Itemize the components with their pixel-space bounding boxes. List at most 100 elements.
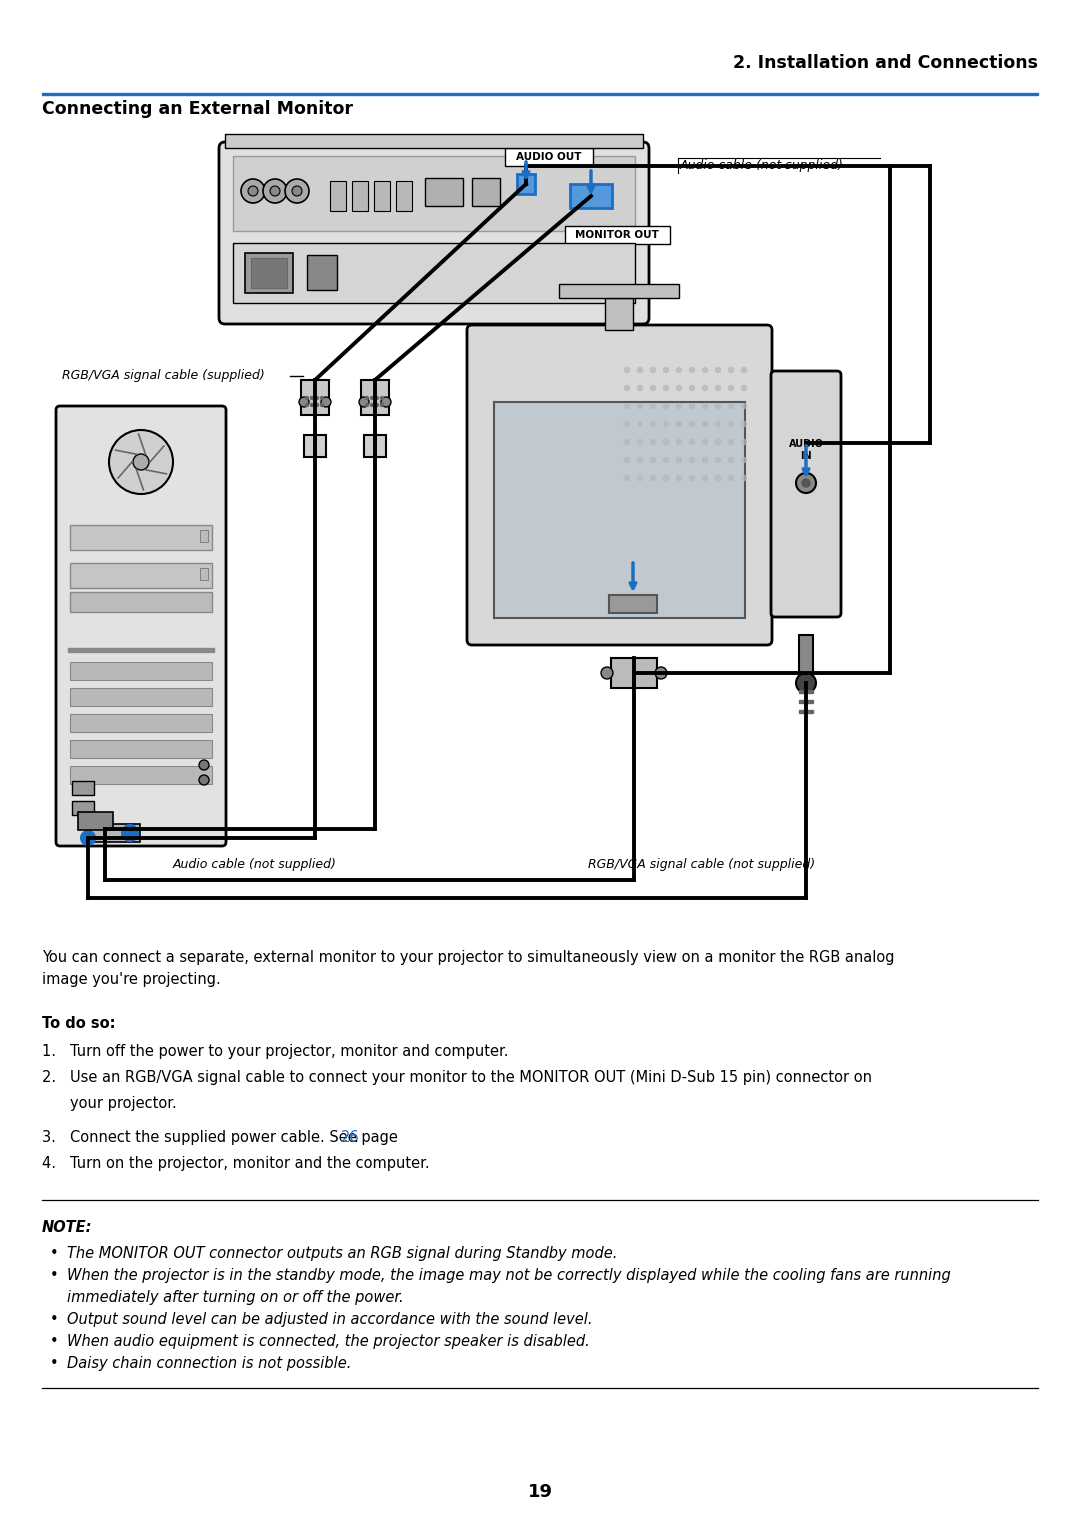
Bar [70,714,212,732]
Bar [611,658,657,688]
Text: •: • [50,1247,58,1260]
Bar [396,182,411,211]
Circle shape [663,458,669,462]
Circle shape [311,397,313,400]
Bar [70,563,212,588]
Text: Connect the supplied power cable. See page: Connect the supplied power cable. See pa… [70,1129,403,1144]
Circle shape [311,403,313,406]
Circle shape [702,458,707,462]
Circle shape [689,439,694,444]
Circle shape [637,403,643,409]
Circle shape [370,403,374,406]
Bar [90,824,140,842]
Bar [42,93,1038,95]
Bar [233,243,635,304]
Circle shape [650,458,656,462]
Bar [68,649,214,652]
Text: Turn on the projector, monitor and the computer.: Turn on the projector, monitor and the c… [70,1157,430,1170]
Circle shape [650,476,656,481]
Circle shape [689,403,694,409]
Circle shape [796,673,816,693]
Bar [609,595,657,613]
Circle shape [270,186,280,195]
Circle shape [133,455,149,470]
Circle shape [742,476,746,481]
Circle shape [81,832,95,845]
Bar [70,525,212,549]
Circle shape [742,421,746,426]
Circle shape [299,397,309,407]
Text: Connecting an External Monitor: Connecting an External Monitor [42,101,353,118]
Circle shape [729,421,733,426]
Circle shape [380,403,383,406]
Text: RGB/VGA signal cable (not supplied): RGB/VGA signal cable (not supplied) [588,858,815,871]
Text: •: • [50,1268,58,1283]
Circle shape [321,403,324,406]
Circle shape [637,458,643,462]
Circle shape [637,476,643,481]
Circle shape [689,421,694,426]
Circle shape [122,826,138,841]
Bar [70,592,212,612]
Circle shape [742,403,746,409]
Circle shape [702,439,707,444]
Circle shape [365,397,368,400]
Circle shape [650,368,656,372]
Circle shape [248,186,258,195]
Circle shape [306,403,309,406]
Text: To do so:: To do so: [42,1016,116,1032]
Bar [426,179,463,206]
Circle shape [637,368,643,372]
Text: Audio cable (not supplied): Audio cable (not supplied) [173,858,337,871]
Bar [225,134,643,148]
Circle shape [663,439,669,444]
Bar [505,148,593,166]
Text: NOTE:: NOTE: [42,1219,93,1235]
Circle shape [742,386,746,391]
Bar [72,781,94,795]
Bar [245,253,293,293]
Bar [559,284,679,298]
Bar [251,258,287,288]
Text: image you're projecting.: image you're projecting. [42,972,220,987]
Circle shape [376,397,378,400]
Circle shape [199,760,210,771]
Bar [799,635,813,681]
Text: Turn off the power to your projector, monitor and computer.: Turn off the power to your projector, mo… [70,1044,509,1059]
Text: your projector.: your projector. [70,1096,177,1111]
Bar [233,156,635,230]
Circle shape [376,403,378,406]
Text: When the projector is in the standby mode, the image may not be correctly displa: When the projector is in the standby mod… [67,1268,950,1283]
Text: Output sound level can be adjusted in accordance with the sound level.: Output sound level can be adjusted in ac… [67,1312,593,1328]
Circle shape [729,458,733,462]
Bar [799,690,813,693]
Circle shape [264,179,287,203]
Circle shape [715,458,720,462]
Text: •: • [50,1357,58,1370]
Bar [330,182,346,211]
Circle shape [729,476,733,481]
Text: 2. Installation and Connections: 2. Installation and Connections [733,53,1038,72]
Circle shape [689,386,694,391]
FancyBboxPatch shape [771,371,841,617]
Circle shape [729,368,733,372]
Circle shape [315,397,319,400]
Circle shape [715,439,720,444]
Circle shape [292,186,302,195]
Text: 26: 26 [341,1129,360,1144]
Circle shape [109,430,173,494]
Circle shape [729,403,733,409]
Circle shape [729,386,733,391]
Text: 3.: 3. [42,1129,65,1144]
Bar [70,766,212,784]
Text: Audio cable (not supplied): Audio cable (not supplied) [680,159,843,171]
Text: MONITOR OUT: MONITOR OUT [575,230,659,240]
Circle shape [715,421,720,426]
Circle shape [370,397,374,400]
Bar [307,255,337,290]
Circle shape [365,403,368,406]
Circle shape [702,403,707,409]
Circle shape [624,458,630,462]
Circle shape [729,439,733,444]
Bar [361,380,389,415]
